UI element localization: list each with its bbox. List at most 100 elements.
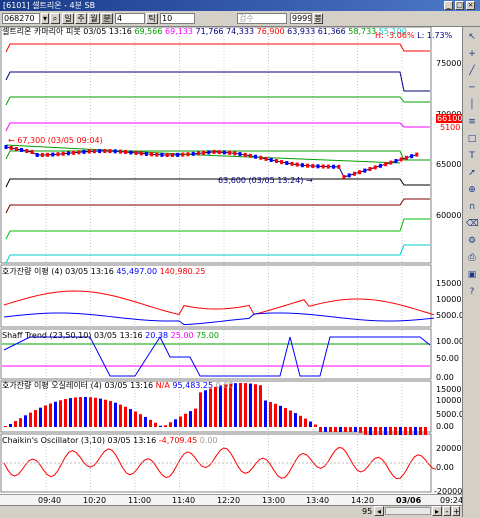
osc-bar-63 <box>319 427 322 432</box>
rect-icon[interactable]: □ <box>467 134 477 144</box>
candle-61 <box>321 164 325 169</box>
zoom-icon[interactable]: ⊕ <box>468 185 476 195</box>
count-select[interactable]: 10 <box>160 13 195 24</box>
pivot-line-8 <box>5 244 430 264</box>
crosshair-icon[interactable]: + <box>468 49 476 59</box>
panel-frame-3 <box>0 380 432 433</box>
osc-bar-27 <box>139 414 142 427</box>
search-icon[interactable]: ⌕ <box>50 13 60 24</box>
candle-38 <box>202 150 206 155</box>
x-label-1420: 14:20 <box>351 496 375 505</box>
candle-8 <box>46 152 50 157</box>
osc-tick-3: 0.00 <box>436 422 454 431</box>
osc-bar-11 <box>59 400 62 427</box>
zoom-in-button[interactable]: + <box>452 506 460 516</box>
shaff-tick-0: 100.00 <box>436 337 464 346</box>
print-icon[interactable]: ⎙ <box>468 253 476 263</box>
x-label-1020: 10:20 <box>83 496 107 505</box>
shaff-panel-header: Shaff Trend (23,50,10) 03/05 13:16 20.38… <box>2 331 219 341</box>
candle-25 <box>134 150 138 155</box>
panel-frame-4 <box>0 433 432 493</box>
candle-36 <box>191 151 195 156</box>
chaikin-tick-0: 20000.00 <box>436 444 475 453</box>
hline-icon[interactable]: ─ <box>469 83 475 93</box>
osc-bar-50 <box>254 384 257 427</box>
candle-21 <box>113 149 117 154</box>
scroll-track[interactable] <box>385 507 431 515</box>
cursor-icon[interactable]: ↖ <box>468 32 476 42</box>
candle-40 <box>212 149 216 154</box>
osc-bar-47 <box>239 383 242 427</box>
osc-v1: N/A <box>155 381 170 390</box>
candle-77 <box>404 155 408 160</box>
osc-bar-74 <box>374 427 377 435</box>
chaikin-v2: 0.00 <box>199 436 218 445</box>
candle-57 <box>300 163 304 168</box>
candle-60 <box>316 164 320 169</box>
candle-50 <box>264 156 268 161</box>
chart-area[interactable]: 셀트리온 카마리아 피봇 03/05 13:16 69,566 69,133 7… <box>0 27 475 517</box>
osc-bar-19 <box>99 398 102 427</box>
osc-bar-67 <box>339 427 342 432</box>
minute-button[interactable]: 분 <box>101 13 113 24</box>
hoga-v2: 140,980.25 <box>159 267 206 276</box>
month-button[interactable]: 월 <box>88 13 100 24</box>
candle-9 <box>51 152 55 157</box>
osc-bar-76 <box>384 427 387 435</box>
candle-45 <box>238 152 242 157</box>
shaff-v3: 75.00 <box>196 331 219 340</box>
line-icon[interactable]: ╱ <box>469 66 475 76</box>
main-change-label: H: -3.06% L: 1.73% <box>375 31 452 41</box>
arrow-icon[interactable]: ➚ <box>468 168 476 178</box>
osc-bar-9 <box>49 403 52 427</box>
week-button[interactable]: 주 <box>75 13 87 24</box>
max-bars-unit[interactable]: 봉 <box>313 13 323 24</box>
osc-bar-23 <box>119 404 122 427</box>
panel-frame-1 <box>0 264 432 328</box>
stock-dropdown-button[interactable]: ▾ <box>41 13 49 24</box>
main-value-1: 69,133 <box>162 27 193 36</box>
scroll-right-button[interactable]: ▸ <box>432 506 442 516</box>
save-icon[interactable]: ▣ <box>467 270 477 280</box>
maximize-button[interactable]: □ <box>455 1 464 10</box>
y-tick-65000: 65000 <box>436 160 462 169</box>
stock-code-field[interactable]: 068270 <box>2 13 40 24</box>
vline-icon[interactable]: │ <box>469 100 475 110</box>
x-label-1140: 11:40 <box>172 496 196 505</box>
candle-52 <box>274 159 278 164</box>
day-button[interactable]: 일 <box>62 13 74 24</box>
search-field[interactable]: 검수 <box>237 13 287 24</box>
text-icon[interactable]: T <box>469 151 475 161</box>
eraser-icon[interactable]: ⌫ <box>466 219 479 229</box>
osc-bar-60 <box>304 418 307 427</box>
candle-17 <box>92 149 96 154</box>
help-icon[interactable]: ? <box>469 287 475 297</box>
magnet-icon[interactable]: ∩ <box>468 202 476 212</box>
close-button[interactable]: × <box>466 1 475 10</box>
fib-icon[interactable]: ≡ <box>468 117 476 127</box>
x-axis: 09:40 10:20 11:00 11:40 12:20 13:00 13:4… <box>0 494 463 506</box>
osc-bar-45 <box>229 383 232 427</box>
scroll-left-button[interactable]: ◂ <box>374 506 384 516</box>
candle-5 <box>30 150 34 154</box>
candle-56 <box>295 162 299 167</box>
x-label-0306: 03/06 <box>396 496 422 505</box>
candle-35 <box>186 152 190 157</box>
candle-29 <box>155 152 159 157</box>
osc-tick-2: 5000.00 <box>436 410 470 419</box>
settings-icon[interactable]: ⚙ <box>467 236 477 246</box>
main-value-2: 71,766 <box>192 27 224 36</box>
minimize-button[interactable]: _ <box>444 1 453 10</box>
osc-bar-64 <box>324 427 327 432</box>
tick-button[interactable]: 틱 <box>146 13 158 24</box>
zoom-out-button[interactable]: - <box>443 506 451 516</box>
main-value-0: 69,566 <box>134 27 163 36</box>
main-value-5: 63,933 <box>284 27 316 36</box>
scroll-bar[interactable]: 95 ◂ ▸ - + <box>0 505 462 518</box>
osc-bar-6 <box>34 410 37 427</box>
max-bars-field[interactable]: 9999 <box>290 13 312 24</box>
osc-v2: 95,483.25 <box>172 381 214 390</box>
osc-bar-52 <box>264 400 267 427</box>
osc-bar-5 <box>29 412 32 427</box>
interval-select[interactable]: 4 <box>115 13 145 24</box>
